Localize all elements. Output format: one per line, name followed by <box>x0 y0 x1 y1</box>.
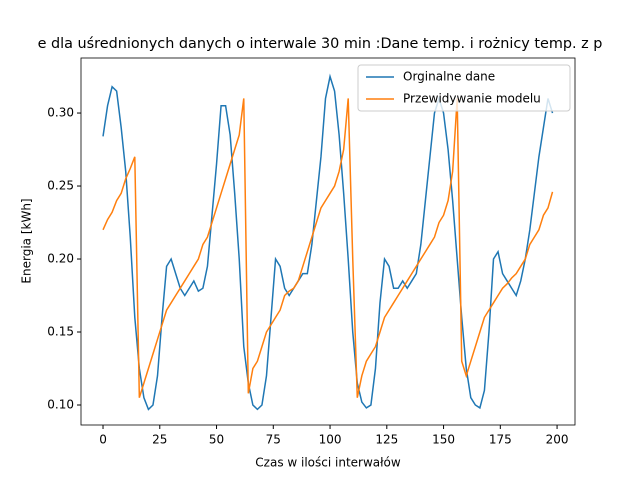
x-tick-label: 0 <box>99 433 107 447</box>
y-tick-label: 0.15 <box>47 325 74 339</box>
y-tick-label: 0.10 <box>47 398 74 412</box>
x-tick-label: 150 <box>432 433 455 447</box>
data-line <box>102 98 554 398</box>
data-line <box>102 73 554 411</box>
x-axis-label: Czas w ilości interwałów <box>255 456 401 470</box>
y-tick-label: 0.20 <box>47 252 74 266</box>
y-tick-label: 0.30 <box>47 106 74 120</box>
x-tick-label: 25 <box>152 433 167 447</box>
x-tick-label: 175 <box>489 433 512 447</box>
x-tick-label: 125 <box>375 433 398 447</box>
x-tick-label: 50 <box>209 433 224 447</box>
legend-box <box>357 64 571 112</box>
legend-label: Orginalne dane <box>403 70 495 84</box>
chart-title: e dla uśrednionych danych o interwale 30… <box>38 36 603 52</box>
plot-frame <box>80 57 576 426</box>
legend-label: Przewidywanie modelu <box>403 92 541 106</box>
x-tick-label: 200 <box>546 433 569 447</box>
x-tick-label: 75 <box>266 433 281 447</box>
y-axis-label: Energia [kWh] <box>20 198 34 283</box>
x-tick-label: 100 <box>319 433 342 447</box>
y-tick-label: 0.25 <box>47 179 74 193</box>
